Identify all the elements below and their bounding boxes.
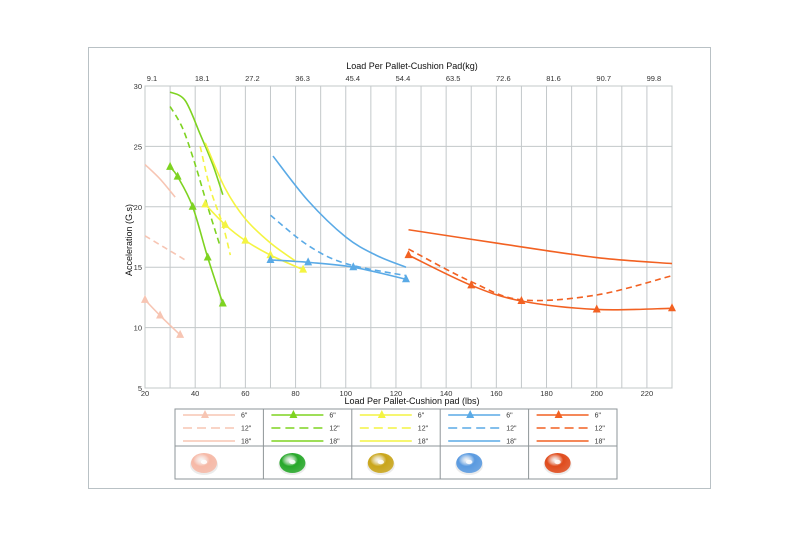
data-point — [592, 304, 601, 313]
data-point — [241, 235, 250, 244]
y-tick-label: 10 — [134, 324, 142, 333]
data-point — [349, 262, 358, 271]
data-point — [266, 250, 275, 259]
grid — [144, 85, 673, 389]
data-point — [156, 310, 165, 319]
bottom-axis-title: Load Per Pallet-Cushion pad (lbs) — [344, 396, 479, 406]
top-tick-label: 63.5 — [446, 74, 461, 83]
legend-marker — [201, 410, 209, 418]
chart-frame — [88, 47, 711, 489]
series-line — [408, 228, 673, 265]
x-tick-label: 160 — [490, 389, 503, 398]
legend-label: 12" — [418, 426, 429, 433]
x-tick-label: 80 — [291, 389, 299, 398]
data-point — [668, 303, 676, 312]
series-line — [408, 248, 673, 302]
plot-area — [144, 85, 673, 389]
top-tick-label: 36.3 — [295, 74, 310, 83]
legend-marker — [377, 410, 386, 418]
tick-labels: 20 40 60 80 100 120 140 160 180 200 220 9.1 18.1 27.2… — [134, 74, 662, 398]
data-point — [166, 161, 175, 170]
legend-label: 6" — [418, 413, 425, 420]
top-tick-label: 45.4 — [345, 74, 360, 83]
series-line — [272, 155, 407, 268]
legend-label: 6" — [506, 413, 513, 420]
top-tick-label: 9.1 — [147, 74, 157, 83]
top-tick-label: 18.1 — [195, 74, 210, 83]
x-tick-label: 20 — [141, 389, 149, 398]
top-axis-title: Load Per Pallet-Cushion Pad(kg) — [346, 61, 478, 71]
top-tick-label: 54.4 — [396, 74, 411, 83]
series-line — [169, 166, 224, 304]
data-point — [188, 201, 197, 210]
x-tick-label: 60 — [241, 389, 249, 398]
top-tick-label: 72.6 — [496, 74, 511, 83]
legend-label: 6" — [329, 413, 336, 420]
legend-box — [174, 408, 618, 480]
data-point — [176, 329, 185, 338]
y-axis-title: Acceleration (G.s) — [124, 204, 134, 276]
top-tick-label: 81.6 — [546, 74, 561, 83]
series-line — [269, 214, 407, 277]
data-point — [141, 294, 149, 303]
series-line — [169, 91, 224, 195]
series-line — [270, 259, 407, 281]
x-tick-label: 220 — [641, 389, 654, 398]
legend-marker — [466, 410, 475, 418]
legend-label: 12" — [506, 426, 517, 433]
legend-label: 18" — [595, 439, 606, 446]
top-tick-label: 27.2 — [245, 74, 260, 83]
data-point — [467, 280, 476, 289]
data-point — [299, 264, 308, 273]
legend-label: 12" — [329, 426, 340, 433]
series-line — [199, 146, 232, 256]
series-line — [144, 163, 176, 198]
data-point — [173, 171, 182, 180]
x-tick-label: 100 — [340, 389, 353, 398]
legend-label: 6" — [241, 413, 248, 420]
series-line — [144, 235, 186, 261]
data-point — [218, 298, 227, 307]
series-line — [169, 106, 222, 247]
series-line — [204, 142, 297, 262]
data-point — [201, 199, 210, 208]
y-tick-label: 15 — [134, 263, 142, 272]
series-line — [408, 254, 673, 311]
top-tick-label: 90.7 — [596, 74, 611, 83]
x-tick-label: 120 — [390, 389, 403, 398]
legend-label: 18" — [329, 439, 340, 446]
legend-marker — [554, 410, 563, 418]
y-tick-label: 5 — [138, 384, 142, 393]
data-point — [401, 274, 410, 283]
legend-label: 18" — [506, 439, 517, 446]
y-tick-label: 30 — [134, 82, 142, 91]
top-tick-label: 99.8 — [647, 74, 662, 83]
legend-label: 12" — [241, 426, 252, 433]
series-layer — [141, 91, 676, 338]
data-point — [304, 257, 313, 266]
legend-label: 12" — [595, 426, 606, 433]
data-point — [266, 254, 275, 263]
y-tick-label: 25 — [134, 142, 142, 151]
data-point — [404, 250, 413, 259]
x-tick-label: 200 — [590, 389, 603, 398]
legend-label: 18" — [418, 439, 429, 446]
x-tick-label: 180 — [540, 389, 553, 398]
legend-label: 6" — [595, 413, 602, 420]
legend-label: 18" — [241, 439, 252, 446]
legend: 6" 12" 18" 6" 12" 18" 6" 12" 18" 6" 12" 18" 6" 12" 18" — [174, 408, 618, 480]
x-tick-label: 40 — [191, 389, 199, 398]
y-tick-label: 20 — [134, 203, 142, 212]
x-tick-label: 140 — [440, 389, 453, 398]
data-point — [203, 252, 212, 261]
legend-marker — [289, 410, 298, 418]
